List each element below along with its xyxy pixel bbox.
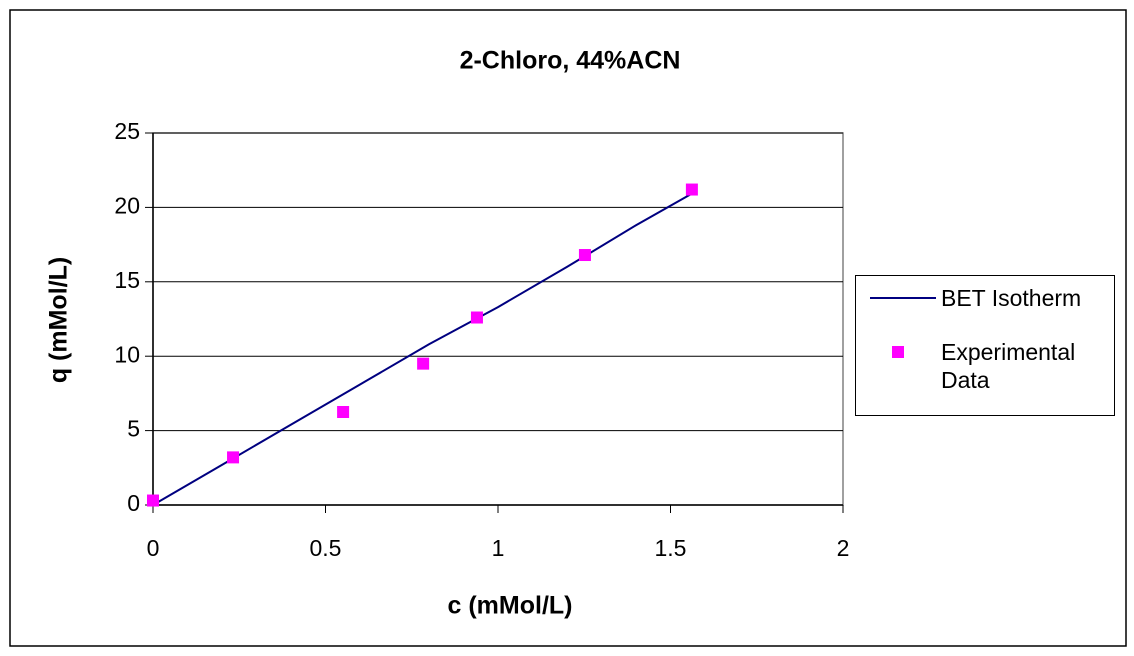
legend-label: Experimental Data xyxy=(941,339,1076,393)
legend-swatch xyxy=(892,346,904,358)
y-tick-label: 25 xyxy=(114,118,140,144)
legend-swatch xyxy=(870,297,936,299)
legend-marker xyxy=(892,346,904,358)
y-tick-label: 0 xyxy=(127,490,140,516)
x-axis-title: c (mMol/L) xyxy=(448,592,573,620)
plot-area: 0 5 10 15 20 25 0 0.5 1 1.5 2 xyxy=(114,118,849,561)
y-axis-title: q (mMol/L) xyxy=(45,257,73,383)
data-point xyxy=(685,183,698,196)
plot-background xyxy=(152,132,844,506)
data-point xyxy=(337,406,350,418)
data-point xyxy=(578,249,591,262)
y-tick-label: 20 xyxy=(114,192,140,218)
data-point xyxy=(470,311,483,324)
legend-label: BET Isotherm xyxy=(941,285,1082,311)
chart-title: 2-Chloro, 44%ACN xyxy=(460,47,681,75)
data-point xyxy=(417,357,430,370)
x-tick-label: 0 xyxy=(147,535,160,561)
x-tick-label: 2 xyxy=(837,535,850,561)
x-tick-label: 1 xyxy=(492,535,505,561)
legend: BET Isotherm Experimental Data xyxy=(855,275,1115,416)
data-point xyxy=(147,494,159,507)
y-tick-label: 15 xyxy=(114,267,140,293)
data-point xyxy=(227,451,240,464)
x-tick-label: 0.5 xyxy=(310,535,342,561)
x-tick-label: 1.5 xyxy=(655,535,687,561)
series-line xyxy=(152,193,692,506)
y-tick-label: 5 xyxy=(127,416,140,442)
y-tick-label: 10 xyxy=(114,341,140,367)
